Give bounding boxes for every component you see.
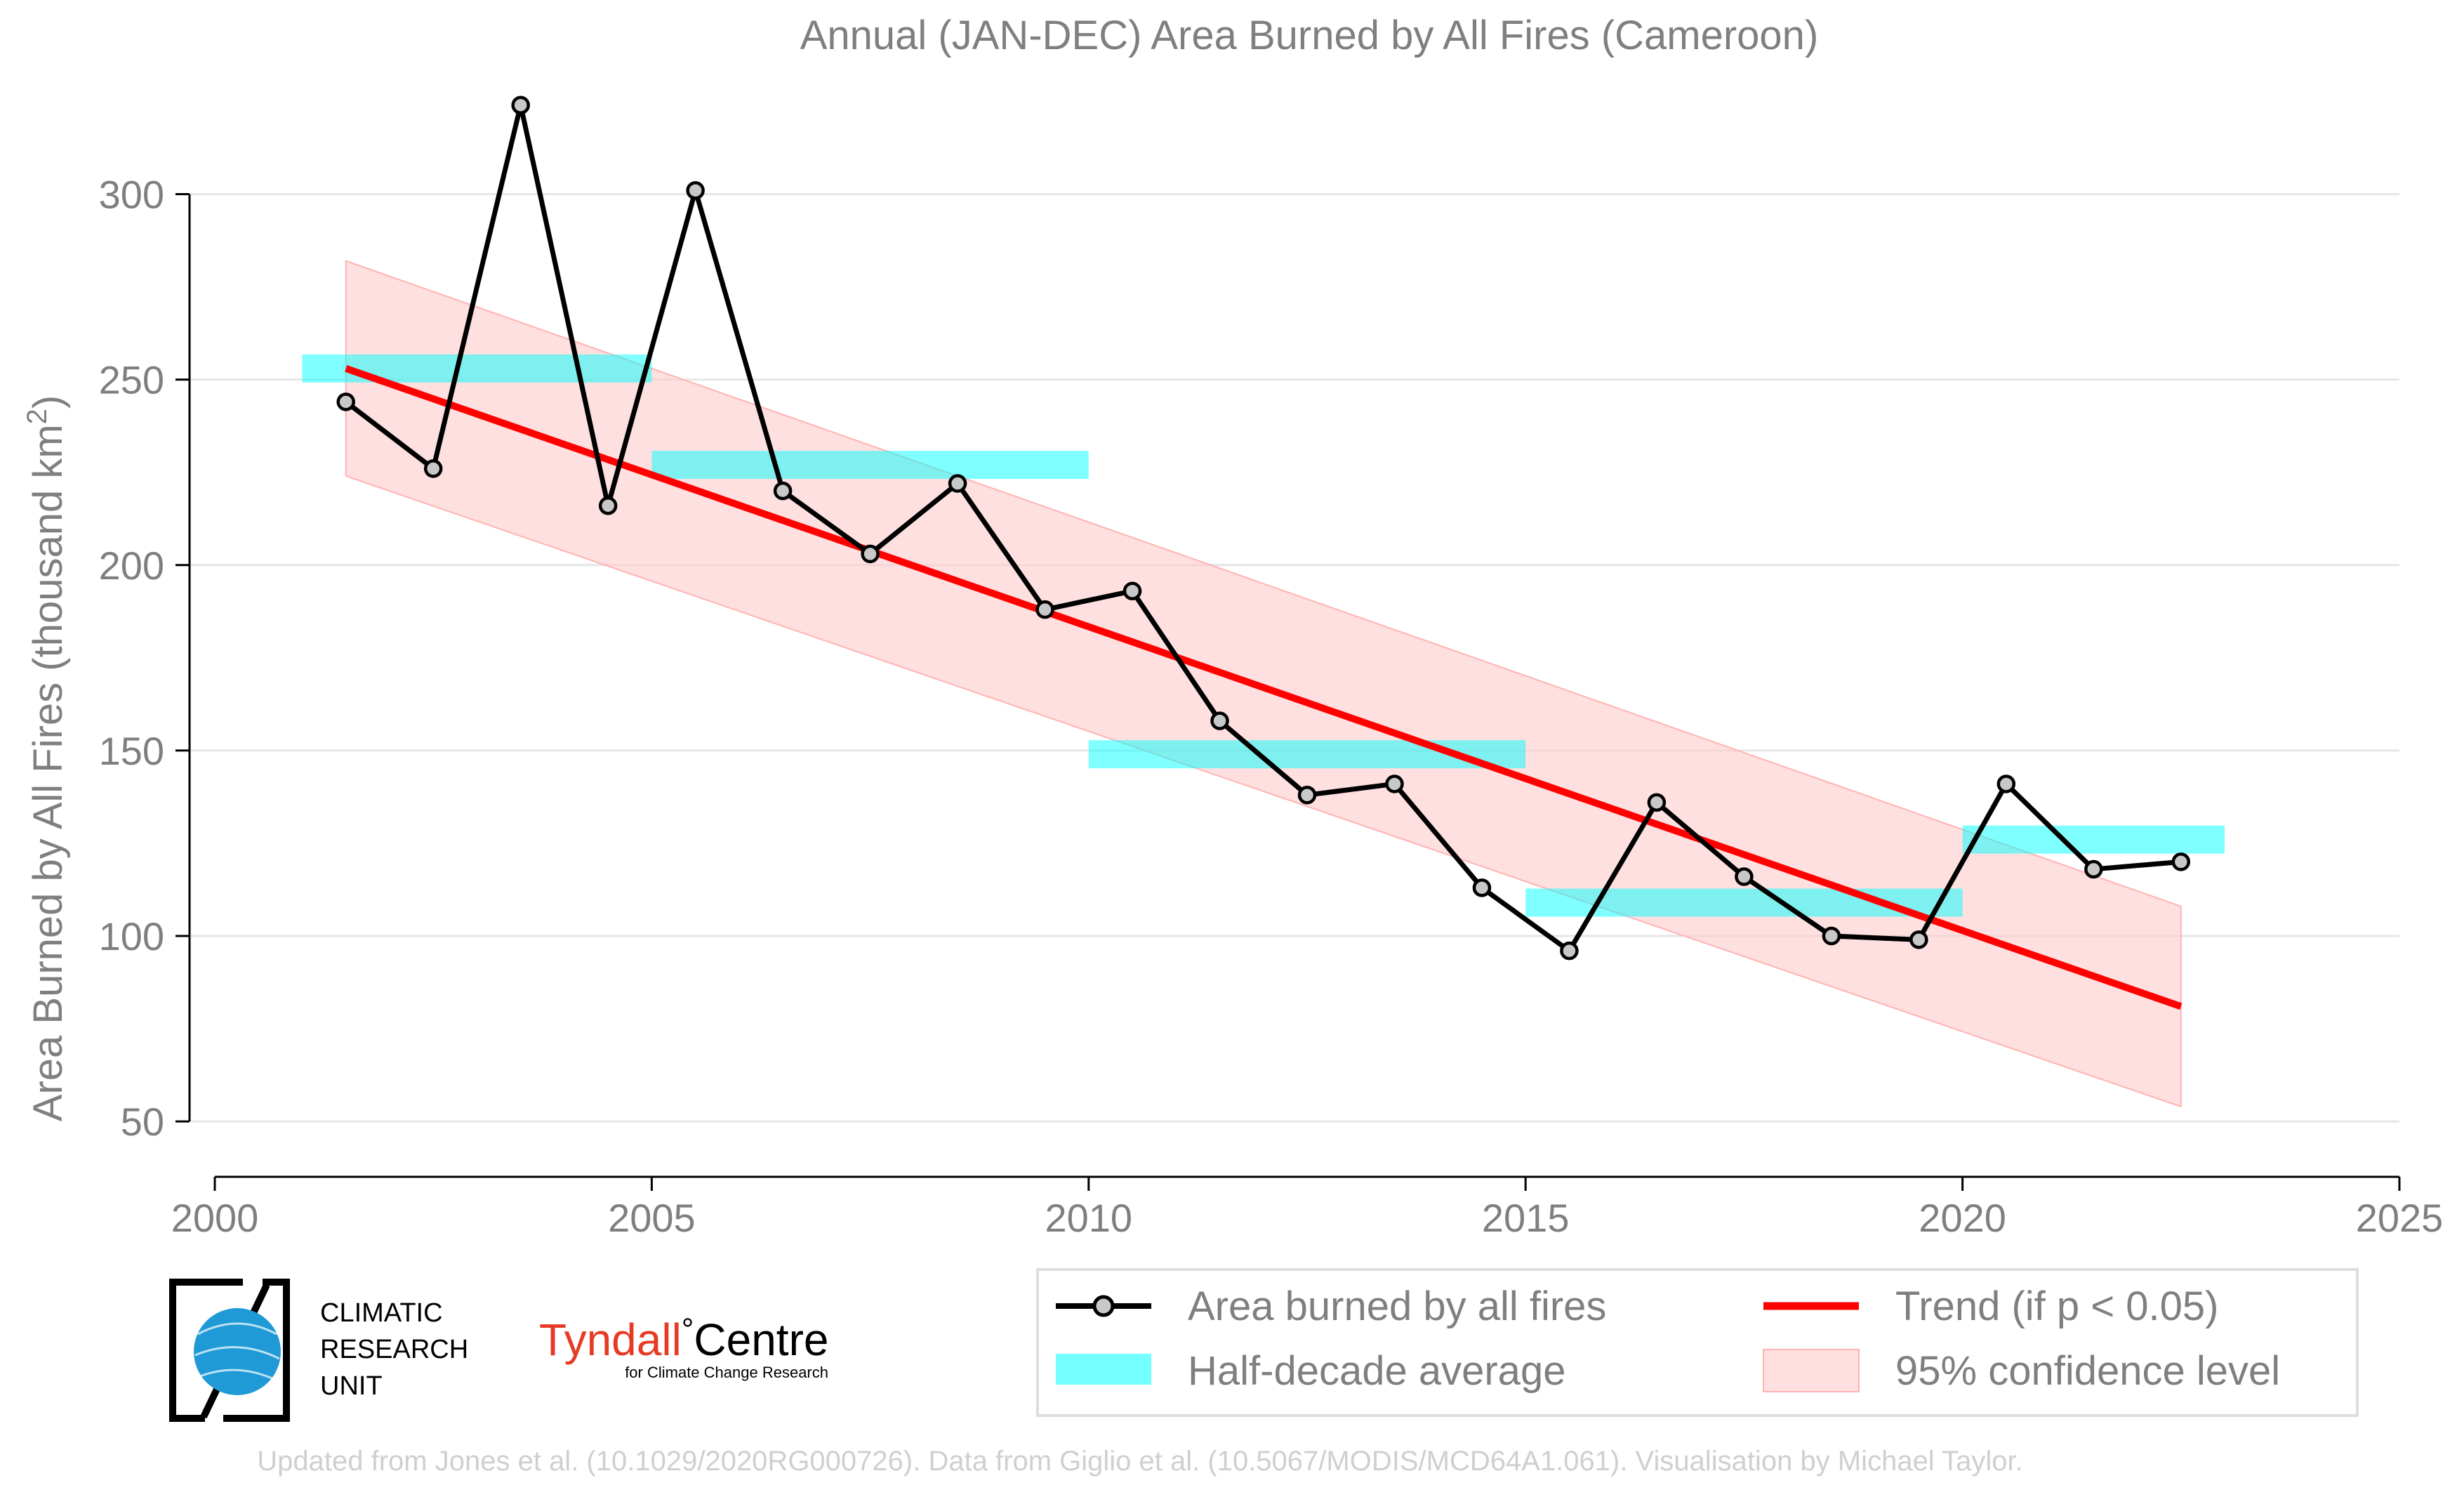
y-tick-label: 150: [99, 729, 164, 773]
tyndall-logo-main: Tyndall: [539, 1314, 682, 1365]
y-axis-label-main: Area Burned by All Fires (thousand km: [25, 424, 71, 1121]
data-point: [1210, 711, 1229, 730]
data-point: [1647, 793, 1667, 812]
x-tick-label: 2005: [608, 1196, 696, 1240]
series-layer: [336, 95, 2191, 961]
y-tick-label: 300: [99, 172, 164, 216]
data-point: [861, 544, 880, 564]
data-point: [511, 95, 530, 114]
y-tick-label: 50: [121, 1100, 164, 1144]
series-line: [344, 103, 2182, 954]
cru-logo: CLIMATIC RESEARCH UNIT: [169, 1279, 468, 1422]
half-decade-bar: [302, 354, 652, 383]
cru-logo-line-1: CLIMATIC: [320, 1298, 443, 1328]
data-point: [1385, 774, 1404, 793]
data-point: [1996, 774, 2016, 793]
data-point: [1122, 581, 1142, 600]
legend-band-label: 95% confidence level: [1895, 1348, 2280, 1394]
trend-layer: [345, 365, 2183, 1010]
legend-band-swatch: [1763, 1349, 1860, 1392]
data-point: [1560, 941, 1579, 961]
legend-half-decade-swatch: [1056, 1354, 1151, 1385]
data-point: [773, 481, 793, 501]
legend: Area burned by all fires Trend (if p < 0…: [1036, 1268, 2359, 1417]
footer-credit: Updated from Jones et al. (10.1029/2020R…: [257, 1446, 2022, 1477]
legend-half-decade-label: Half-decade average: [1188, 1348, 1565, 1394]
data-point: [2084, 859, 2103, 879]
data-point: [336, 393, 355, 411]
tick-labels: 50 100 150 200 250 300 2000 2005 2010 2015 2020 202…: [99, 172, 2444, 1240]
tyndall-logo-name: Tyndall°Centre: [539, 1312, 828, 1365]
x-tick-label: 2000: [171, 1196, 259, 1240]
y-tick-label: 200: [99, 543, 164, 588]
data-point: [2171, 852, 2191, 871]
cru-logo-bracket-right: [223, 1279, 290, 1422]
data-point: [1822, 926, 1841, 946]
x-tick-label: 2010: [1045, 1196, 1133, 1240]
cru-logo-bracket-left: [169, 1279, 243, 1422]
data-point: [1297, 786, 1317, 805]
y-tick-label: 250: [99, 358, 164, 402]
tyndall-logo-subtitle: for Climate Change Research: [625, 1364, 828, 1381]
legend-trend-label: Trend (if p < 0.05): [1895, 1284, 2218, 1329]
x-tick-label: 2015: [1482, 1196, 1570, 1240]
data-point: [1909, 930, 1928, 949]
data-point: [1472, 878, 1492, 897]
axes: [175, 192, 2401, 1191]
tyndall-logo-centre: Centre: [694, 1314, 828, 1365]
legend-series-marker: [1092, 1295, 1115, 1317]
y-axis-label: Area Burned by All Fires (thousand km2): [22, 395, 71, 1122]
data-point: [1035, 600, 1054, 619]
y-tick-label: 100: [99, 914, 164, 958]
half-decade-bar: [1962, 825, 2225, 854]
legend-box: [1036, 1268, 2359, 1417]
legend-series-label: Area burned by all fires: [1188, 1284, 1606, 1329]
data-point: [686, 180, 705, 200]
y-axis-label-sup: 2: [22, 409, 53, 424]
y-axis-label-end: ): [25, 395, 71, 409]
tyndall-logo: Tyndall°Centre for Climate Change Resear…: [539, 1312, 828, 1381]
trend-line: [345, 365, 2183, 1010]
cru-logo-line-3: UNIT: [320, 1371, 383, 1401]
data-point: [423, 459, 443, 478]
data-point: [948, 474, 967, 493]
x-tick-label: 2020: [1919, 1196, 2006, 1240]
data-point: [598, 496, 618, 515]
x-tick-label: 2025: [2356, 1196, 2444, 1240]
cru-logo-line-2: RESEARCH: [320, 1335, 468, 1364]
tyndall-logo-degree: °: [682, 1312, 694, 1347]
data-point: [1735, 867, 1754, 886]
globe-icon-lines: [194, 1322, 280, 1381]
half-decade-bar: [651, 451, 1089, 480]
chart-title: Annual (JAN-DEC) Area Burned by All Fire…: [800, 13, 1819, 58]
